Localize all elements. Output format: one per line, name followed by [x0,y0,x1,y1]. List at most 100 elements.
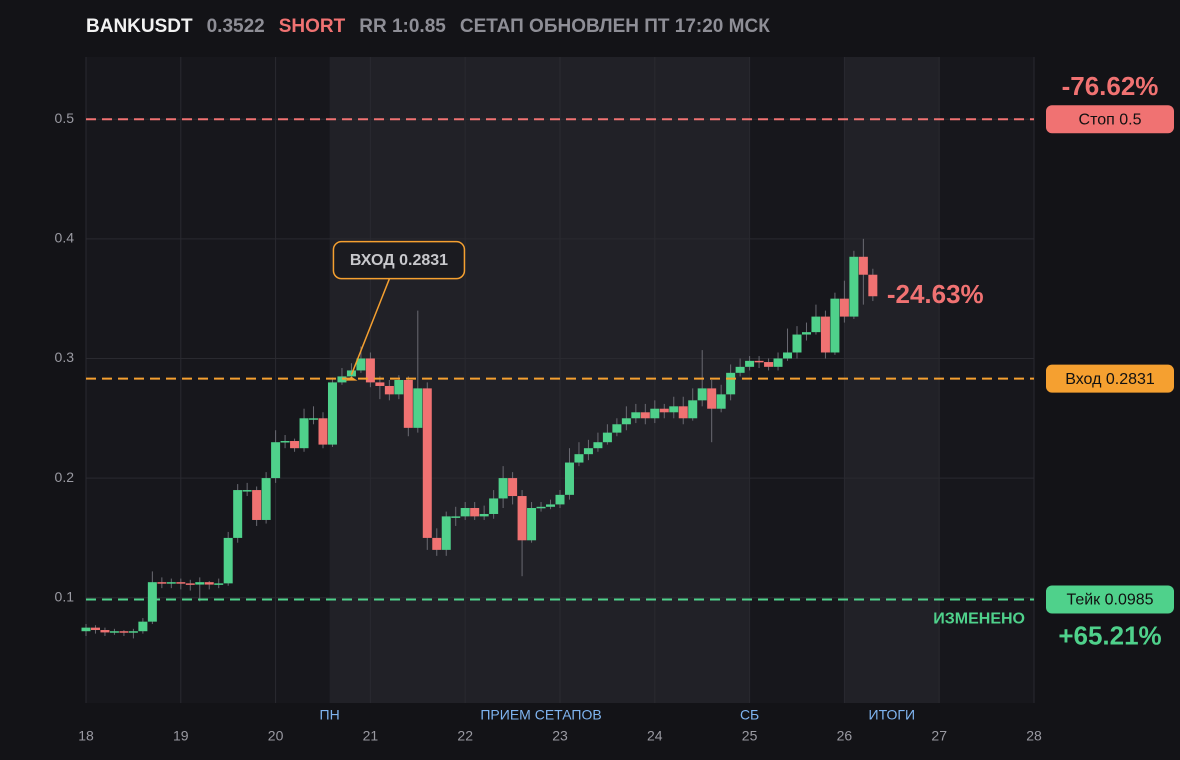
candle-body [792,334,802,353]
candle-body [830,298,840,353]
candle-body [555,494,565,505]
candle-body [337,376,347,383]
candle-body [185,583,195,585]
level-pill [1046,105,1174,134]
candle-body [299,418,309,449]
candle-body [138,621,148,632]
x-tick-label: 18 [78,728,94,744]
candle-body [783,352,793,359]
candle-body [309,418,319,420]
session-label: СБ [740,707,759,723]
candle-body [612,424,622,433]
current-change: -24.63% [887,279,984,309]
candle-body [659,408,669,413]
candle-body [858,256,868,275]
candle-body [81,627,91,632]
candle-body [707,388,717,409]
shaded-region [329,57,750,703]
candle-body [849,256,859,317]
candle-body [564,462,574,495]
x-tick-label: 27 [931,728,947,744]
candle-body [688,400,698,419]
candle-body [356,358,366,371]
y-tick-label: 0.2 [55,469,75,485]
candle-body [527,508,537,541]
candle-body [252,490,262,520]
candle-body [166,582,176,584]
candle-body [365,358,375,383]
candle-body [441,516,451,550]
candle-body [233,490,243,538]
candle-body [839,298,849,317]
candle-body [176,582,186,584]
candle-body [536,506,546,509]
annotation-arrow [350,278,391,375]
y-tick-label: 0.4 [55,230,75,246]
symbol: BANKUSDT [86,16,193,37]
candle-body [413,388,423,428]
candle-body [631,412,641,419]
candle-body [754,360,764,363]
side: SHORT [278,16,346,37]
candle-body [242,490,252,492]
candle-body [100,630,110,633]
candle-body [204,582,214,585]
candle-body [546,504,556,507]
candle-body [801,332,811,335]
annotation-text: ВХОД 0.2831 [350,252,448,269]
session-label: ПРИЕМ СЕТАПОВ [480,707,601,723]
candle-body [726,372,736,395]
x-tick-label: 25 [742,728,758,744]
candle-body [451,516,461,518]
candle-body [119,631,129,633]
candle-body [716,394,726,409]
candle-body [422,388,432,538]
candle-body [214,583,224,585]
candle-body [109,631,119,633]
candle-body [621,418,631,425]
annotation-arrowhead [345,376,358,381]
candle-body [678,406,688,419]
level-label: Тейк 0.0985 [1066,592,1153,609]
x-tick-label: 23 [552,728,568,744]
candle-body [745,360,755,367]
candle-body [432,537,442,550]
candle-body [375,382,385,386]
session-label: ПН [320,707,340,723]
level-change: +65.21% [1058,620,1161,650]
x-tick-label: 24 [647,728,663,744]
candle-body [593,442,603,449]
candle-body [650,408,660,419]
candle-body [764,362,774,367]
y-tick-label: 0.3 [55,349,75,365]
candle-body [318,418,328,445]
candle-body [820,316,830,353]
candle-body [90,627,100,631]
candle-body [697,388,707,401]
candle-body [773,358,783,367]
annotation-box [332,240,466,280]
candle-body [574,454,584,463]
candle-body [280,441,290,443]
candle-body [640,412,650,419]
candle-body [583,448,593,455]
candle-body [489,498,499,514]
candle-body [327,382,337,445]
candle-body [508,478,518,497]
level-label: Стоп 0.5 [1079,111,1142,128]
candle-body [157,582,167,584]
level-pill [1046,364,1174,393]
candle-body [128,631,138,633]
candle-body [403,380,413,428]
x-tick-label: 26 [837,728,853,744]
y-tick-label: 0.5 [55,110,75,126]
candle-body [394,380,404,395]
candle-body [195,582,205,585]
header: BANKUSDT 0.3522 SHORT RR 1:0.85 СЕТАП ОБ… [86,16,770,38]
x-tick-label: 19 [173,728,189,744]
level-label: Вход 0.2831 [1065,371,1155,388]
x-tick-label: 22 [457,728,473,744]
level-change: -76.62% [1062,71,1159,101]
y-tick-label: 0.1 [55,588,75,604]
